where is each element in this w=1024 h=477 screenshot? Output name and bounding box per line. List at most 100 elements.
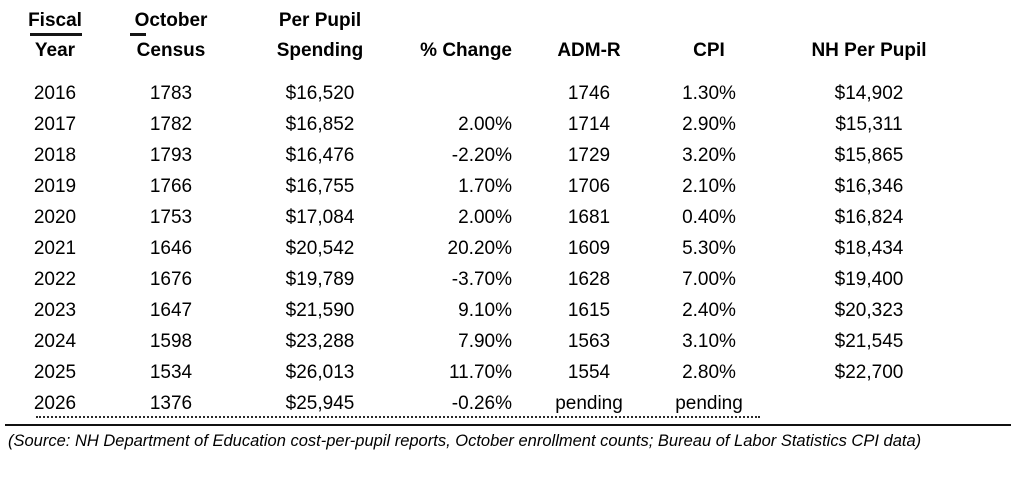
table-cell: 1753	[149, 207, 193, 228]
table-cell: 1563	[567, 331, 611, 352]
table-cell: 1.30%	[682, 83, 736, 104]
table-cell: 2.00%	[458, 207, 512, 228]
table-cell: $19,789	[285, 269, 355, 290]
table-cell	[394, 78, 534, 109]
table-row: 2016 1783 $16,520 1746 1.30% $14,902	[14, 78, 964, 109]
table-cell: 2.00%	[458, 114, 512, 135]
table-cell: 1706	[567, 176, 611, 197]
table-cell: $25,945	[285, 393, 355, 414]
table-row: 2018 1793 $16,476 -2.20% 1729 3.20% $15,865	[14, 140, 964, 171]
table-bottom-border	[5, 424, 1011, 426]
table-cell: 2026	[33, 393, 77, 414]
column-header: NH Per Pupil	[811, 40, 927, 61]
column-header: Per Pupil Spending	[276, 10, 364, 61]
enrollment-spending-table: Fiscal Year October Census Per Pupil Spending…	[14, 6, 964, 419]
clipped-row-artifact	[36, 416, 760, 418]
table-cell: -3.70%	[451, 269, 512, 290]
table-cell: $21,545	[834, 331, 904, 352]
table-cell: 2019	[33, 176, 77, 197]
table-cell: 1628	[567, 269, 611, 290]
table-cell: 1676	[149, 269, 193, 290]
table-cell: 2022	[33, 269, 77, 290]
table-cell: 1615	[567, 300, 611, 321]
table-cell: $15,865	[834, 145, 904, 166]
table-cell: $23,288	[285, 331, 355, 352]
table-cell: $17,084	[285, 207, 355, 228]
table-cell: 2017	[33, 114, 77, 135]
table-cell: $16,852	[285, 114, 355, 135]
table-cell: 1782	[149, 114, 193, 135]
table-cell: $18,434	[834, 238, 904, 259]
table-cell: 1714	[567, 114, 611, 135]
table-cell: 2.80%	[682, 362, 736, 383]
table-cell: 2.10%	[682, 176, 736, 197]
table-cell: 3.20%	[682, 145, 736, 166]
table-row: 2022 1676 $19,789 -3.70% 1628 7.00% $19,400	[14, 264, 964, 295]
table-cell: 1646	[149, 238, 193, 259]
table-cell: $16,520	[285, 83, 355, 104]
table-row: 2025 1534 $26,013 11.70% 1554 2.80% $22,700	[14, 357, 964, 388]
table-row: 2019 1766 $16,755 1.70% 1706 2.10% $16,346	[14, 171, 964, 202]
table-row: 2021 1646 $20,542 20.20% 1609 5.30% $18,434	[14, 233, 964, 264]
table-cell: 1793	[149, 145, 193, 166]
table-row: 2017 1782 $16,852 2.00% 1714 2.90% $15,311	[14, 109, 964, 140]
column-header: CPI	[693, 40, 725, 61]
table-cell: $14,902	[834, 83, 904, 104]
table-cell: 7.90%	[458, 331, 512, 352]
table-cell: 1766	[149, 176, 193, 197]
table-cell: 7.00%	[682, 269, 736, 290]
table-row: 2020 1753 $17,084 2.00% 1681 0.40% $16,824	[14, 202, 964, 233]
table-cell: 2018	[33, 145, 77, 166]
table-row: 2026 1376 $25,945 -0.26% pending pending	[14, 388, 964, 419]
table-cell: -2.20%	[451, 145, 512, 166]
table-cell: pending	[555, 393, 623, 414]
table-cell: 20.20%	[447, 238, 512, 259]
table-cell: 1554	[567, 362, 611, 383]
table-header-row: Fiscal Year October Census Per Pupil Spending…	[14, 6, 964, 78]
table-cell: 2.90%	[682, 114, 736, 135]
table-cell: 3.10%	[682, 331, 736, 352]
table-cell: $19,400	[834, 269, 904, 290]
table-cell: 2025	[33, 362, 77, 383]
table-cell: 1647	[149, 300, 193, 321]
table-cell	[774, 388, 964, 419]
table-cell: 1609	[567, 238, 611, 259]
table-cell: 1534	[149, 362, 193, 383]
table-cell: $21,590	[285, 300, 355, 321]
column-header: ADM-R	[557, 40, 621, 61]
table-cell: $26,013	[285, 362, 355, 383]
column-header: Fiscal Year	[28, 10, 82, 61]
table-cell: 1681	[567, 207, 611, 228]
table-cell: 2020	[33, 207, 77, 228]
table-cell: 1.70%	[458, 176, 512, 197]
table-cell: $16,476	[285, 145, 355, 166]
table-cell: $16,346	[834, 176, 904, 197]
table-cell: 2021	[33, 238, 77, 259]
table-cell: pending	[675, 393, 743, 414]
column-header: % Change	[420, 40, 512, 61]
table-cell: $16,824	[834, 207, 904, 228]
table-cell: 1783	[149, 83, 193, 104]
table-cell: $20,542	[285, 238, 355, 259]
table-cell: 2024	[33, 331, 77, 352]
column-header: October Census	[134, 10, 208, 61]
table-cell: 5.30%	[682, 238, 736, 259]
table-cell: $16,755	[285, 176, 355, 197]
source-caption: (Source: NH Department of Education cost…	[8, 432, 922, 450]
table-cell: 2023	[33, 300, 77, 321]
table-cell: $20,323	[834, 300, 904, 321]
clipped-text-artifact	[130, 33, 146, 36]
table-cell: 1376	[149, 393, 193, 414]
table-cell: 11.70%	[448, 362, 512, 383]
table-cell: -0.26%	[451, 393, 512, 414]
table-cell: 9.10%	[458, 300, 512, 321]
table-row: 2024 1598 $23,288 7.90% 1563 3.10% $21,545	[14, 326, 964, 357]
table-cell: $22,700	[834, 362, 904, 383]
table-cell: 0.40%	[682, 207, 736, 228]
clipped-text-artifact	[30, 33, 82, 36]
table-cell: 1729	[567, 145, 611, 166]
table-cell: 1746	[567, 83, 611, 104]
table-cell: 2016	[33, 83, 77, 104]
table-body: 2016 1783 $16,520 1746 1.30% $14,902 2017 1782 $…	[14, 78, 964, 419]
